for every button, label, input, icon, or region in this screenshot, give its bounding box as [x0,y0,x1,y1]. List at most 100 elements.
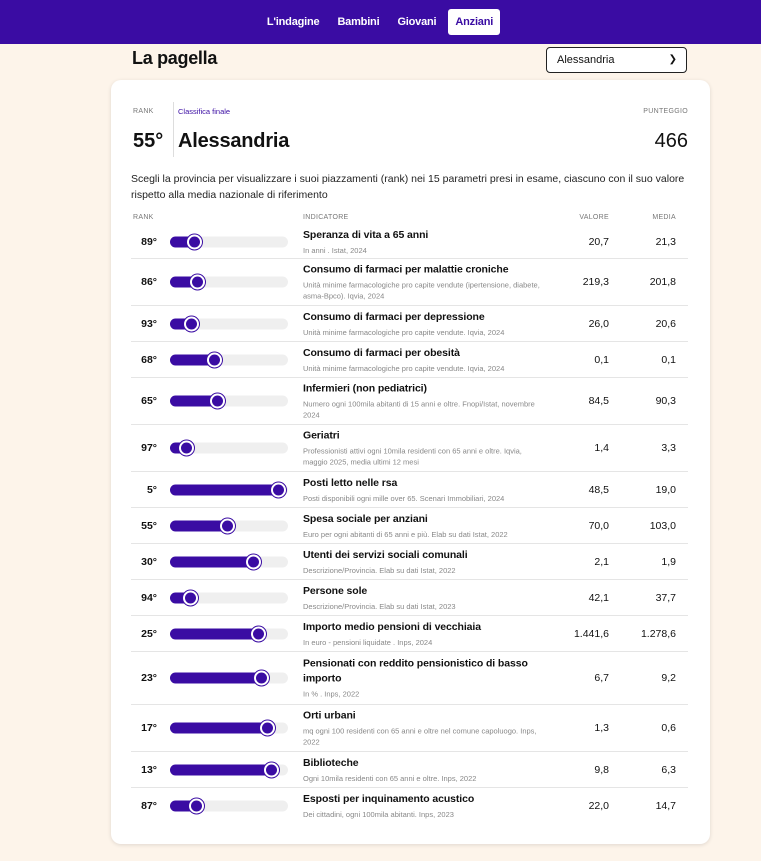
rank-bar-fill [170,318,192,329]
rank-bar-marker [251,626,266,641]
tab-bambini[interactable]: Bambini [337,16,380,28]
rank-bar-fill [170,236,195,247]
indicator-table: 89° Speranza di vita a 65 anni In anni . I… [131,225,688,824]
row-rank: 65° [141,395,157,407]
indicator-value: 1,4 [594,442,609,454]
rank-bar [170,590,288,605]
indicator-value: 48,5 [588,483,609,496]
rank-bar-marker [271,482,286,497]
indicator-name: Speranza di vita a 65 anni [303,228,429,241]
indicator-media: 201,8 [649,276,676,288]
indicator-name: Geriatri [303,429,340,442]
rank-bar-marker [207,352,222,367]
classifica-label: Classifica finale [178,107,231,116]
row-rank: 13° [141,763,157,776]
province-select[interactable]: Alessandria ❯ [546,47,687,73]
indicator-value: 0,1 [594,353,609,366]
rank-bar-fill [170,354,215,365]
row-rank: 5° [146,483,157,496]
header-rank: RANK [133,214,154,221]
indicator-cell: Utenti dei servizi sociali comunali Descr… [303,548,541,576]
table-row: 23° Pensionati con reddito pensionistico … [131,652,688,705]
tab-l-indagine[interactable]: L'indagine [266,16,320,28]
indicator-cell: Speranza di vita a 65 anni In anni . Ista… [303,228,541,256]
indicator-value: 219,3 [582,276,609,288]
table-row: 87° Esposti per inquinamento acustico Dei … [131,788,688,824]
rank-bar-marker [184,316,199,331]
indicator-name: Consumo di farmaci per malattie croniche [303,263,509,276]
indicator-name: Esposti per inquinamento acustico [303,793,475,805]
rank-bar-marker [210,393,225,409]
indicator-name: Importo medio pensioni di vecchiaia [303,620,481,633]
indicator-media: 21,3 [655,235,676,248]
rank-bar-fill [170,484,279,495]
indicator-media: 37,7 [655,591,676,604]
indicator-cell: Consumo di farmaci per obesità Unità mini… [303,346,541,374]
tab-giovani[interactable]: Giovani [397,16,437,28]
rank-bar [170,626,288,641]
rank-bar-fill [170,628,259,639]
rank-bar [170,316,288,331]
indicator-source: Euro per ogni abitanti di 65 anni e più.… [303,529,508,539]
indicator-name: Spesa sociale per anziani [303,512,428,525]
indicator-source: Unità minime farmacologiche pro capite v… [303,327,505,337]
rank-bar [170,720,288,736]
indicator-value: 84,5 [588,395,609,407]
rank-bar [170,352,288,367]
table-row: 86° Consumo di farmaci per malattie croni… [131,259,688,306]
table-row: 13° Biblioteche Ogni 10mila residenti con … [131,752,688,788]
indicator-cell: Posti letto nelle rsa Posti disponibili o… [303,476,541,504]
indicator-cell: Pensionati con reddito pensionistico di … [303,657,541,700]
rank-bar [170,518,288,533]
rank-bar-fill [170,520,228,531]
province-select-value: Alessandria [557,54,615,66]
chevron-down-icon: ❯ [668,54,677,65]
overall-rank: 55° [133,130,164,152]
rank-bar-fill [170,722,268,734]
indicator-name: Consumo di farmaci per depressione [303,310,485,323]
table-row: 25° Importo medio pensioni di vecchiaia In… [131,616,688,652]
table-row: 17° Orti urbani mq ogni 100 residenti con … [131,705,688,752]
rank-bar [170,762,288,777]
rank-bar [170,798,288,814]
indicator-source: In anni . Istat, 2024 [303,245,367,255]
indicator-value: 70,0 [588,519,609,532]
indicator-media: 0,6 [661,722,676,734]
report-card: RANK Classifica finale PUNTEGGIO 55° Ale… [111,80,710,844]
table-row: 55° Spesa sociale per anziani Euro per ogn… [131,508,688,544]
indicator-media: 14,7 [655,800,676,812]
rank-bar-marker [264,762,279,777]
row-rank: 89° [141,235,157,248]
indicator-source: In % . Inps, 2022 [303,689,360,699]
indicator-cell: Importo medio pensioni di vecchiaia In eu… [303,620,541,648]
nav-tabs: L'indagine Bambini Giovani Anziani [261,9,501,35]
indicator-source: Descrizione/Provincia. Elab su dati Ista… [303,601,456,611]
rank-bar-fill [170,442,187,454]
indicator-source: Unità minime farmacologiche pro capite v… [303,280,540,301]
indicator-media: 20,6 [655,317,676,330]
indicator-source: Ogni 10mila residenti con 65 anni e oltr… [303,773,477,783]
indicator-cell: Orti urbani mq ogni 100 residenti con 65 … [303,709,541,748]
indicator-media: 9,2 [661,672,676,684]
indicator-value: 1.441,6 [573,627,609,640]
indicator-media: 103,0 [649,519,676,532]
indicator-value: 22,0 [588,800,609,812]
table-row: 30° Utenti dei servizi sociali comunali De… [131,544,688,580]
row-rank: 30° [141,555,157,568]
rank-bar-fill [170,800,197,812]
indicator-cell: Consumo di farmaci per depressione Unità … [303,310,541,338]
rank-bar [170,670,288,686]
tab-anziani[interactable]: Anziani [448,9,501,35]
row-rank: 87° [141,800,157,812]
rank-bar [170,554,288,569]
rank-bar-marker [187,234,202,249]
indicator-cell: Persone sole Descrizione/Provincia. Elab … [303,584,541,612]
rank-bar-marker [220,518,235,533]
rank-bar-fill [170,764,272,775]
table-row: 68° Consumo di farmaci per obesità Unità m… [131,342,688,378]
rank-bar-fill [170,556,254,567]
intro-text: Scegli la provincia per visualizzare i s… [131,173,685,201]
indicator-value: 1,3 [594,722,609,734]
indicator-value: 20,7 [588,235,609,248]
indicator-name: Posti letto nelle rsa [303,476,398,489]
